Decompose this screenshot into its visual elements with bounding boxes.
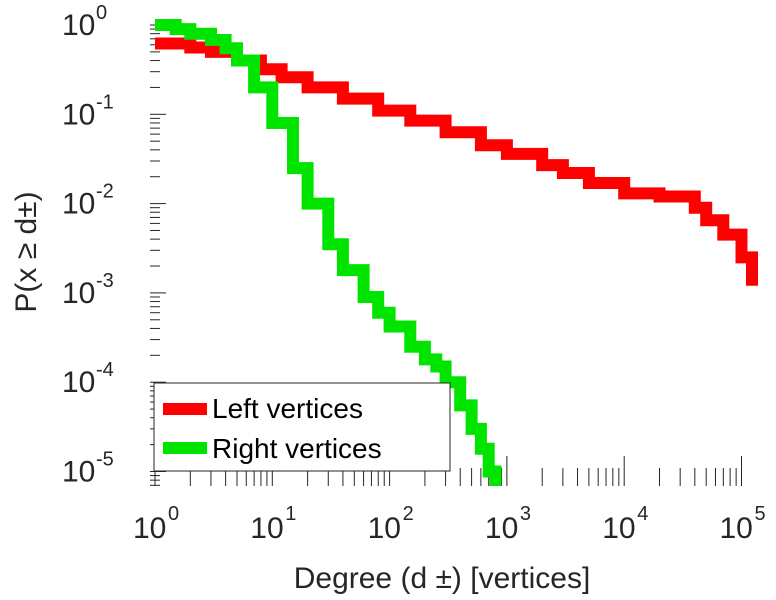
x-tick-exponent: 1 (285, 503, 296, 525)
y-tick-exponent: -3 (96, 270, 114, 292)
x-tick-label: 10 0 (133, 503, 179, 545)
y-tick-base: 10 (62, 9, 95, 42)
x-tick-base: 10 (133, 512, 166, 545)
legend: Left vertices Right vertices (153, 382, 451, 472)
x-tick-label: 10 5 (720, 503, 766, 545)
x-tick-exponent: 0 (168, 503, 179, 525)
x-tick-base: 10 (602, 512, 635, 545)
y-tick-exponent: 0 (96, 2, 107, 24)
y-tick-exponent: -2 (96, 181, 114, 203)
y-tick-base: 10 (62, 98, 95, 131)
x-tick-exponent: 3 (520, 503, 531, 525)
x-tick-label: 10 2 (368, 503, 414, 545)
y-tick-base: 10 (62, 456, 95, 489)
y-tick-exponent: -5 (96, 449, 114, 471)
y-tick-exponent: -4 (96, 359, 114, 381)
y-tick-label: 10 0 (62, 2, 107, 42)
x-tick-label: 10 1 (250, 503, 296, 545)
y-tick-label: 10 -5 (62, 449, 114, 489)
x-tick-base: 10 (250, 512, 283, 545)
y-tick-base: 10 (62, 366, 95, 399)
x-axis-label: Degree (d ±) [vertices] (294, 562, 591, 595)
tick-labels: 10 010 -110 -210 -310 -410 -510 0 10 1 10 2 10 3 10 4 10… (62, 2, 766, 545)
y-tick-exponent: -1 (96, 91, 114, 113)
x-tick-base: 10 (368, 512, 401, 545)
legend-label-left: Left vertices (212, 393, 363, 424)
legend-box (153, 382, 451, 472)
series-left-vertices (155, 37, 758, 286)
series-right-vertices (155, 19, 502, 486)
series-layer (155, 19, 758, 486)
y-axis-label: P(x ≥ d±) (10, 191, 43, 312)
x-tick-label: 10 4 (602, 503, 648, 545)
x-tick-exponent: 5 (755, 503, 766, 525)
y-tick-label: 10 -1 (62, 91, 114, 131)
x-tick-base: 10 (485, 512, 518, 545)
y-tick-label: 10 -3 (62, 270, 114, 310)
y-tick-base: 10 (62, 277, 95, 310)
x-tick-exponent: 2 (403, 503, 414, 525)
y-tick-label: 10 -2 (62, 181, 114, 221)
y-tick-base: 10 (62, 188, 95, 221)
legend-label-right: Right vertices (212, 433, 382, 464)
y-tick-label: 10 -4 (62, 359, 114, 399)
x-tick-exponent: 4 (637, 503, 648, 525)
x-tick-label: 10 3 (485, 503, 531, 545)
x-tick-base: 10 (720, 512, 753, 545)
